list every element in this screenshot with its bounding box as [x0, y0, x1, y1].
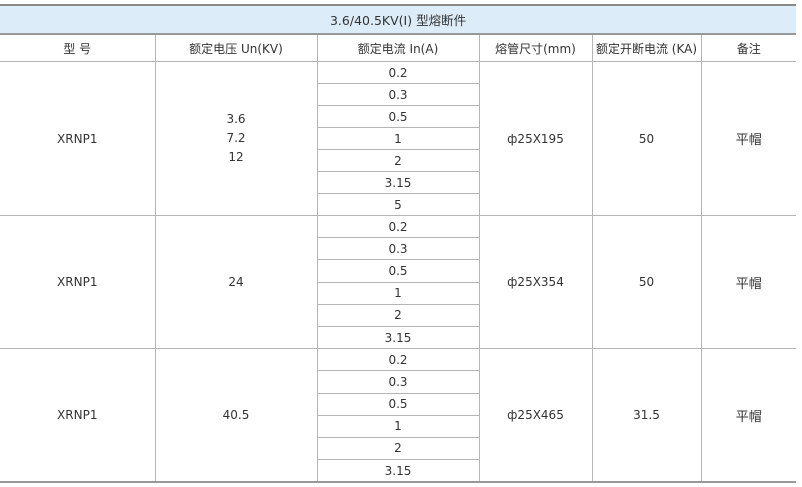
rated-current-cell: 2	[316, 303, 480, 327]
note-cell: 平帽	[700, 214, 797, 350]
rated-voltage-cell: 24	[154, 214, 318, 350]
rated-current-cell: 0.2	[316, 214, 480, 239]
table-row: XRNP1 3.6 7.2 12 0.2 ф25X195 50 平帽	[0, 61, 797, 216]
breaking-current-cell: 50	[591, 214, 702, 350]
table-row: XRNP1 24 0.2 ф25X354 50 平帽	[0, 214, 797, 350]
breaking-current-cell: 50	[591, 61, 702, 216]
rated-current-cell: 3.15	[316, 171, 480, 194]
header-model: 型 号	[0, 33, 156, 62]
fuse-spec-table: 3.6/40.5KV(I) 型熔断件 型 号 额定电压 Un(KV) 额定电流 …	[0, 4, 797, 484]
rated-current-cell: 0.3	[316, 83, 480, 106]
rated-current-cell: 0.2	[316, 61, 480, 84]
rated-voltage-cell: 3.6 7.2 12	[154, 61, 318, 216]
rated-current-cell: 5	[316, 193, 480, 216]
note-cell: 平帽	[700, 348, 797, 484]
tube-size-cell: ф25X195	[478, 61, 593, 216]
rated-current-cell: 3.15	[316, 325, 480, 350]
rated-current-cell: 0.3	[316, 370, 480, 394]
table-row: 3.15	[0, 459, 796, 484]
table-row: 2	[0, 436, 796, 461]
tube-size-cell: ф25X354	[478, 214, 593, 350]
rated-current-cell: 0.5	[316, 105, 480, 128]
rated-current-cell: 1	[316, 414, 480, 438]
voltage-value: 40.5	[222, 407, 250, 422]
tube-size-cell: ф25X465	[478, 348, 593, 484]
rated-current-cell: 0.5	[316, 259, 480, 283]
rated-current-cell: 3.15	[316, 459, 480, 484]
voltage-value: 24	[228, 274, 244, 289]
voltage-value: 12	[228, 150, 244, 164]
rated-current-cell: 0.3	[316, 237, 480, 261]
table-row: XRNP1 40.5 0.2 ф25X465 31.5 平帽	[0, 348, 797, 484]
header-note: 备注	[700, 33, 797, 62]
rated-current-cell: 2	[316, 436, 480, 461]
model-cell: XRNP1	[0, 348, 156, 484]
voltage-value: 3.6	[226, 112, 246, 126]
rated-current-cell: 2	[316, 149, 480, 172]
table-row: 0.5	[0, 392, 796, 416]
header-rated-voltage: 额定电压 Un(KV)	[154, 33, 318, 62]
header-rated-current: 额定电流 In(A)	[316, 33, 480, 62]
rated-current-cell: 0.2	[316, 348, 480, 372]
header-breaking-current: 额定开断电流 (KA)	[591, 33, 702, 62]
rated-current-cell: 1	[316, 127, 480, 150]
model-cell: XRNP1	[0, 214, 156, 350]
rated-voltage-cell: 40.5	[154, 348, 318, 484]
breaking-current-cell: 31.5	[591, 348, 702, 484]
rated-current-cell: 0.5	[316, 392, 480, 416]
rated-current-cell: 1	[316, 281, 480, 305]
voltage-value: 7.2	[226, 131, 246, 145]
model-cell: XRNP1	[0, 61, 156, 216]
table-title: 3.6/40.5KV(I) 型熔断件	[0, 4, 797, 35]
note-cell: 平帽	[700, 61, 797, 216]
header-tube-size: 熔管尺寸(mm)	[478, 33, 593, 62]
